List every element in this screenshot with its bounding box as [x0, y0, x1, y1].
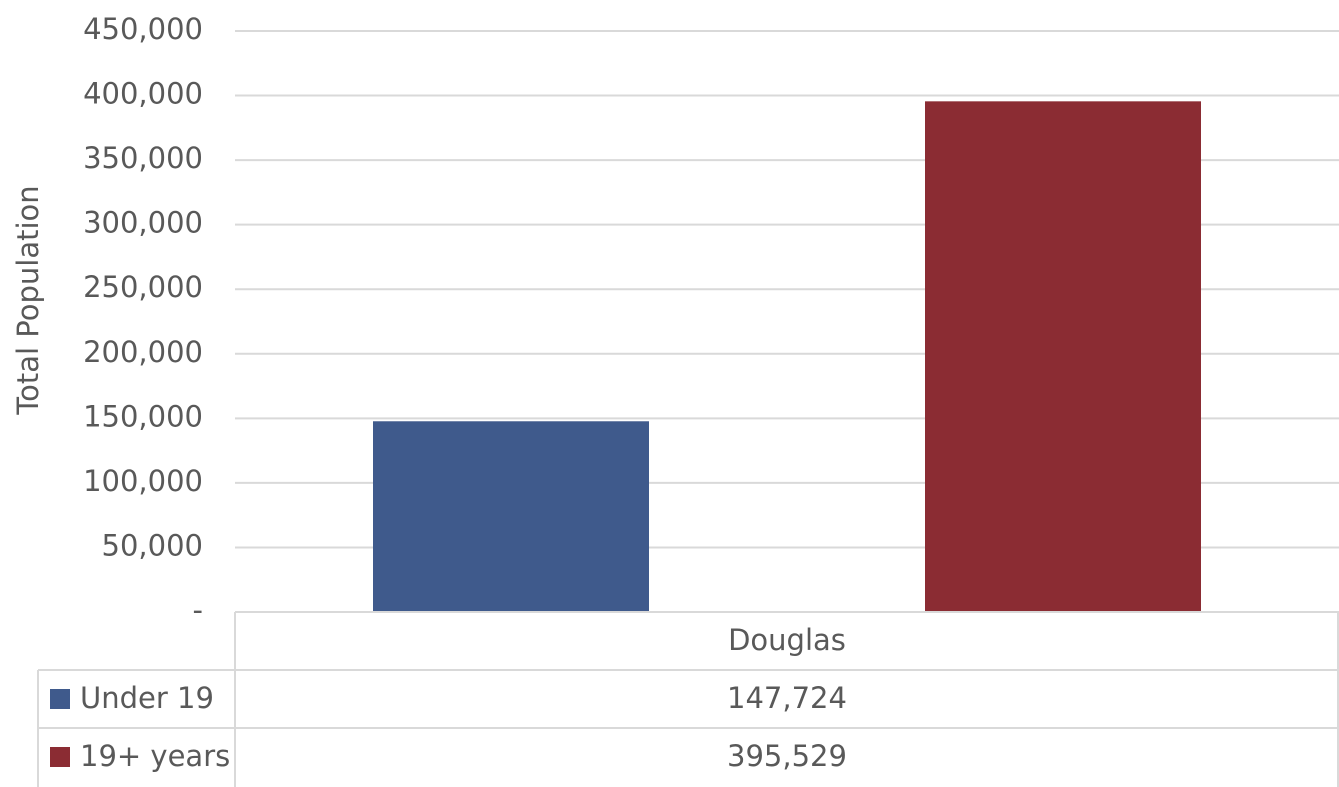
y-tick-label: 150,000 — [83, 399, 203, 433]
y-tick-label: 50,000 — [102, 528, 203, 562]
x-tick-label: Douglas — [728, 623, 846, 657]
y-tick-label: 450,000 — [83, 12, 203, 46]
bar — [373, 421, 649, 612]
legend-label: Under 19 — [80, 681, 214, 715]
table-value: 147,724 — [727, 681, 847, 715]
y-tick-label: 200,000 — [83, 335, 203, 369]
legend-key — [50, 689, 70, 709]
y-tick-label: 400,000 — [83, 77, 203, 111]
legend-key — [50, 747, 70, 767]
table-value: 395,529 — [727, 739, 847, 773]
y-axis-label: Total Population — [11, 185, 45, 415]
y-tick-label: 250,000 — [83, 270, 203, 304]
bar — [925, 101, 1201, 612]
y-tick-label: 300,000 — [83, 206, 203, 240]
y-tick-label: 350,000 — [83, 141, 203, 175]
legend-label: 19+ years — [80, 739, 230, 773]
y-tick-label: 100,000 — [83, 464, 203, 498]
y-tick-label: - — [193, 593, 203, 627]
